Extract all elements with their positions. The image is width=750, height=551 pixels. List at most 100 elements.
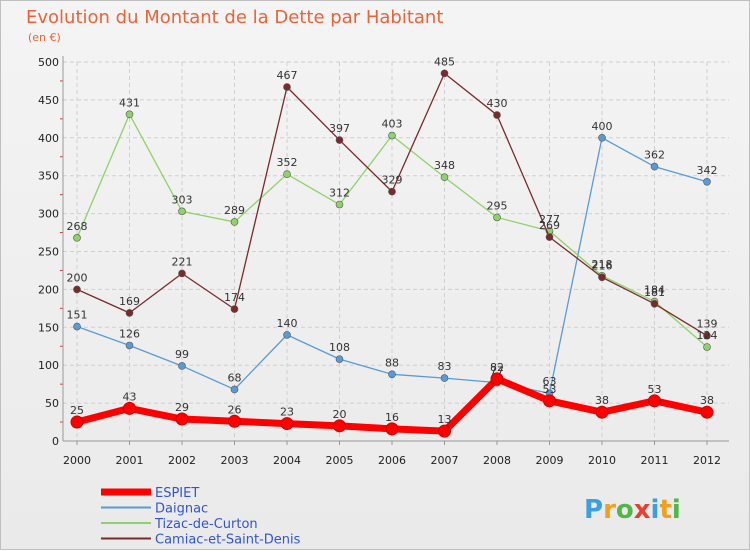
- data-label-tizac-de-curton: 124: [697, 329, 718, 342]
- data-label-camiac-et-saint-denis: 139: [697, 318, 718, 331]
- y-tick-label: 0: [52, 435, 59, 448]
- data-label-daignac: 99: [175, 348, 189, 361]
- data-label-tizac-de-curton: 312: [329, 187, 350, 200]
- data-label-espiet: 43: [123, 390, 137, 403]
- logo-letter: x: [634, 495, 651, 525]
- legend-label: Tizac-de-Curton: [154, 517, 258, 532]
- data-label-daignac: 342: [697, 164, 718, 177]
- x-tick-label: 2008: [483, 454, 511, 467]
- data-label-espiet: 16: [385, 411, 399, 424]
- data-point-espiet: [543, 394, 556, 408]
- data-point-daignac: [650, 162, 659, 171]
- y-tick-label: 400: [38, 132, 59, 145]
- data-point-daignac: [230, 385, 239, 394]
- data-label-camiac-et-saint-denis: 485: [434, 55, 455, 68]
- series-layer: [70, 69, 714, 438]
- data-label-espiet: 29: [175, 401, 189, 414]
- data-label-tizac-de-curton: 295: [487, 199, 508, 212]
- data-label-tizac-de-curton: 184: [644, 284, 665, 297]
- x-tick-label: 2003: [221, 454, 249, 467]
- data-label-tizac-de-curton: 403: [382, 118, 403, 131]
- data-label-espiet: 20: [333, 408, 347, 421]
- legend: ESPIETDaignacTizac-de-CurtonCamiac-et-Sa…: [101, 486, 301, 548]
- data-label-tizac-de-curton: 348: [434, 159, 455, 172]
- data-label-espiet: 38: [700, 394, 714, 407]
- data-label-daignac: 400: [592, 120, 613, 133]
- data-point-camiac-et-saint-denis: [125, 309, 134, 317]
- logo-letter: r: [603, 495, 616, 525]
- data-point-espiet: [700, 405, 714, 419]
- proxiti-logo: Proxiti: [584, 495, 681, 525]
- data-label-espiet: 53: [543, 383, 557, 396]
- data-label-tizac-de-curton: 268: [67, 220, 88, 233]
- data-point-daignac: [73, 322, 81, 331]
- data-point-camiac-et-saint-denis: [545, 233, 554, 241]
- logo-letter: i: [651, 495, 660, 525]
- data-point-tizac-de-curton: [335, 200, 344, 209]
- data-point-daignac: [598, 134, 606, 142]
- y-tick-label: 200: [38, 283, 59, 296]
- logo-letter: t: [659, 495, 671, 525]
- data-point-camiac-et-saint-denis: [440, 69, 449, 78]
- data-label-tizac-de-curton: 303: [172, 193, 193, 206]
- data-point-camiac-et-saint-denis: [650, 300, 659, 308]
- data-point-tizac-de-curton: [230, 218, 239, 226]
- data-point-espiet: [490, 372, 504, 386]
- axes: 0 50 100 150 200 250 300 350 400 450 500 2000 2001 20…: [38, 56, 729, 467]
- x-tick-label: 2004: [273, 454, 301, 467]
- data-point-espiet: [648, 394, 661, 408]
- data-point-espiet: [385, 422, 399, 436]
- y-tick-label: 150: [38, 321, 59, 334]
- legend-label: Camiac-et-Saint-Denis: [155, 533, 301, 548]
- chart-title: Evolution du Montant de la Dette par Hab…: [26, 7, 443, 28]
- data-label-espiet: 25: [70, 404, 84, 417]
- data-point-tizac-de-curton: [703, 343, 711, 351]
- data-label-camiac-et-saint-denis: 269: [539, 219, 560, 232]
- data-label-daignac: 77: [490, 365, 504, 378]
- x-tick-label: 2007: [431, 454, 459, 467]
- data-point-camiac-et-saint-denis: [388, 187, 396, 196]
- data-label-tizac-de-curton: 277: [539, 213, 560, 226]
- data-label-camiac-et-saint-denis: 169: [119, 295, 140, 308]
- data-point-camiac-et-saint-denis: [230, 305, 239, 313]
- logo-letter: o: [616, 495, 634, 525]
- data-label-tizac-de-curton: 352: [277, 156, 298, 169]
- y-tick-label: 350: [38, 170, 59, 183]
- y-tick-label: 250: [38, 246, 59, 259]
- data-label-daignac: 63: [543, 375, 557, 388]
- data-point-daignac: [178, 362, 186, 370]
- x-tick-label: 2010: [588, 454, 616, 467]
- data-label-espiet: 26: [228, 403, 242, 416]
- data-label-tizac-de-curton: 431: [119, 96, 140, 109]
- data-label-camiac-et-saint-denis: 329: [382, 174, 403, 187]
- data-point-camiac-et-saint-denis: [178, 269, 186, 278]
- data-label-daignac: 140: [277, 317, 298, 330]
- y-tick-label: 100: [38, 359, 59, 372]
- data-point-camiac-et-saint-denis: [283, 83, 291, 91]
- data-label-tizac-de-curton: 289: [224, 204, 245, 217]
- data-point-espiet: [228, 414, 241, 428]
- x-tick-label: 2011: [641, 454, 669, 467]
- y-tick-label: 50: [45, 397, 59, 410]
- data-label-espiet: 23: [280, 406, 294, 419]
- y-tick-label: 300: [38, 208, 59, 221]
- grid: [63, 61, 729, 442]
- logo-letter: P: [584, 495, 603, 525]
- data-label-espiet: 53: [648, 383, 662, 396]
- data-label-camiac-et-saint-denis: 181: [644, 286, 665, 299]
- data-point-espiet: [333, 419, 346, 433]
- data-point-espiet: [123, 401, 136, 415]
- data-point-daignac: [703, 177, 711, 186]
- data-label-espiet: 82: [490, 361, 504, 374]
- data-point-tizac-de-curton: [283, 170, 291, 178]
- data-label-espiet: 38: [595, 394, 609, 407]
- data-label-daignac: 362: [644, 149, 665, 162]
- data-point-daignac: [440, 374, 449, 382]
- data-point-espiet: [595, 405, 609, 419]
- data-label-daignac: 83: [438, 360, 452, 373]
- y-tick-label: 450: [38, 94, 59, 107]
- data-label-camiac-et-saint-denis: 397: [329, 122, 350, 135]
- data-point-daignac: [125, 341, 134, 350]
- data-point-espiet: [70, 415, 84, 429]
- data-point-camiac-et-saint-denis: [73, 285, 81, 294]
